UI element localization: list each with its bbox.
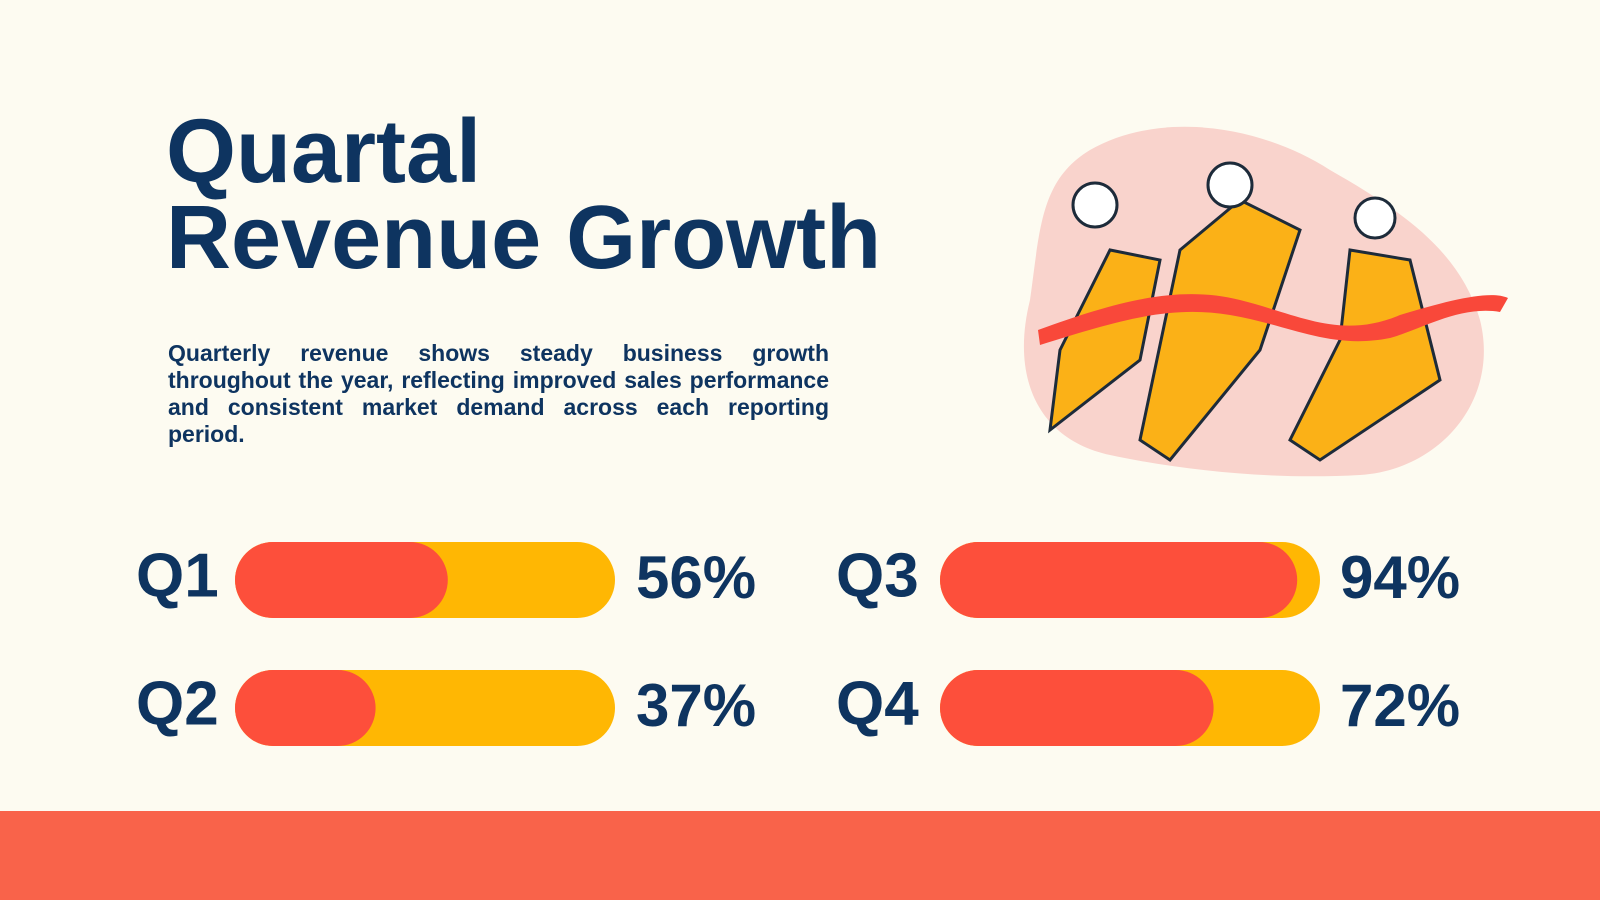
bar bbox=[940, 542, 1298, 618]
title-line: Revenue Growth bbox=[166, 188, 881, 288]
value-label: 56% bbox=[636, 544, 756, 611]
title-line: Quartal bbox=[166, 102, 481, 202]
category-label: Q1 bbox=[136, 541, 219, 610]
description: Quarterly revenue shows steady business … bbox=[168, 340, 829, 447]
bar bbox=[235, 670, 376, 746]
footer-band bbox=[0, 811, 1600, 900]
bar bbox=[235, 542, 448, 618]
value-label: 37% bbox=[636, 672, 756, 739]
value-label: 94% bbox=[1340, 544, 1460, 611]
value-label: 72% bbox=[1340, 672, 1460, 739]
category-label: Q2 bbox=[136, 669, 219, 738]
illustration bbox=[1023, 126, 1508, 477]
category-label: Q3 bbox=[836, 541, 919, 610]
bar bbox=[940, 670, 1214, 746]
category-label: Q4 bbox=[836, 669, 919, 738]
